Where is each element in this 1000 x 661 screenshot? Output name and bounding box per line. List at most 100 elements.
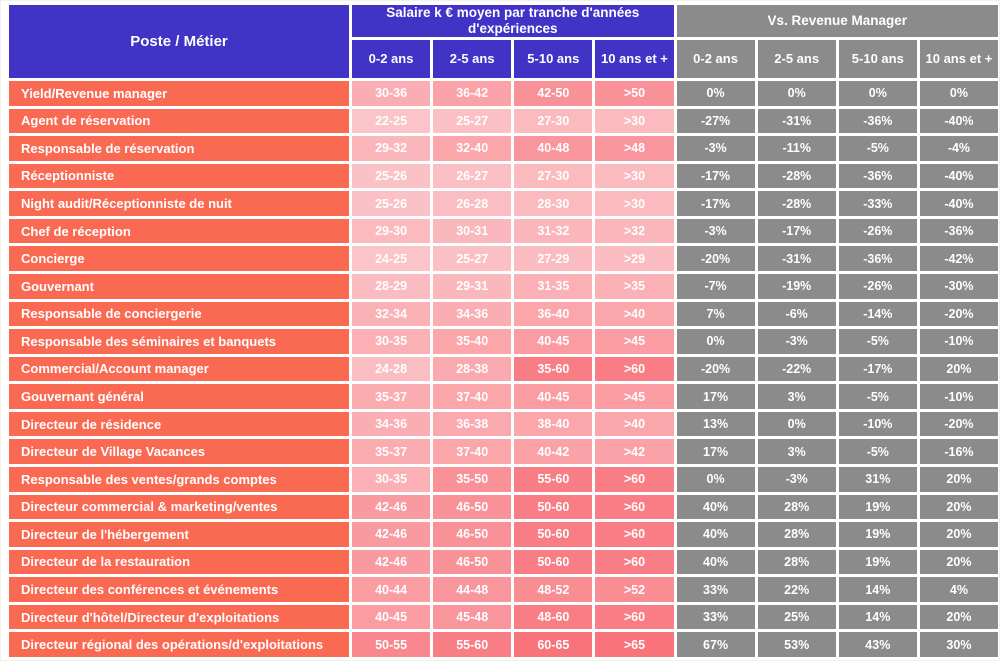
vs-revenue-cell: 17% xyxy=(676,384,755,409)
salary-cell: 27-29 xyxy=(514,246,593,271)
salary-cell: 48-60 xyxy=(514,604,593,630)
vs-revenue-cell: 19% xyxy=(838,494,917,520)
salary-cell: >40 xyxy=(595,411,674,437)
salary-cell: >45 xyxy=(595,384,674,409)
salary-cell: 60-65 xyxy=(514,632,593,657)
salary-cell: 55-60 xyxy=(433,632,512,657)
vs-revenue-cell: -19% xyxy=(757,273,836,299)
vs-revenue-cell: -17% xyxy=(838,356,917,382)
vs-revenue-cell: 28% xyxy=(757,549,836,575)
salary-cell: 32-34 xyxy=(352,301,431,327)
salary-cell: 34-36 xyxy=(352,411,431,437)
vs-revenue-cell: -40% xyxy=(919,163,998,189)
row-poste-label: Concierge xyxy=(9,246,349,271)
vs-col-header-10-ans-et-plus: 10 ans et + xyxy=(919,40,998,78)
vs-revenue-cell: 28% xyxy=(757,522,836,547)
vs-revenue-cell: -3% xyxy=(676,136,755,161)
vs-revenue-cell: -3% xyxy=(676,218,755,244)
vs-revenue-cell: 33% xyxy=(676,577,755,602)
vs-revenue-cell: -31% xyxy=(757,108,836,134)
corner-header-poste-metier: Poste / Métier xyxy=(9,5,349,78)
vs-revenue-cell: -17% xyxy=(676,191,755,216)
salary-cell: 30-36 xyxy=(352,81,431,106)
salary-cell: 40-45 xyxy=(352,604,431,630)
salary-cell: 24-25 xyxy=(352,246,431,271)
row-poste-label: Yield/Revenue manager xyxy=(9,81,349,106)
vs-revenue-cell: 0% xyxy=(676,81,755,106)
vs-revenue-cell: -26% xyxy=(838,273,917,299)
vs-revenue-cell: 40% xyxy=(676,494,755,520)
row-poste-label: Directeur de résidence xyxy=(9,411,349,437)
salary-cell: 36-42 xyxy=(433,81,512,106)
vs-revenue-cell: -10% xyxy=(919,329,998,354)
salary-cell: 36-40 xyxy=(514,301,593,327)
salary-cell: 25-26 xyxy=(352,163,431,189)
vs-revenue-cell: 20% xyxy=(919,494,998,520)
salary-cell: 26-28 xyxy=(433,191,512,216)
vs-revenue-cell: -36% xyxy=(838,246,917,271)
vs-revenue-cell: -5% xyxy=(838,329,917,354)
vs-revenue-cell: 22% xyxy=(757,577,836,602)
salary-cell: 35-60 xyxy=(514,356,593,382)
vs-col-header-2-5-ans: 2-5 ans xyxy=(757,40,836,78)
row-poste-label: Responsable de conciergerie xyxy=(9,301,349,327)
salary-cell: 34-36 xyxy=(433,301,512,327)
vs-revenue-cell: -20% xyxy=(919,301,998,327)
vs-revenue-cell: 3% xyxy=(757,384,836,409)
salary-col-header-0-2-ans: 0-2 ans xyxy=(352,40,431,78)
salary-cell: 55-60 xyxy=(514,466,593,492)
vs-revenue-cell: -10% xyxy=(919,384,998,409)
vs-revenue-cell: 20% xyxy=(919,604,998,630)
salary-cell: >52 xyxy=(595,577,674,602)
salary-cell: 48-52 xyxy=(514,577,593,602)
vs-revenue-cell: -30% xyxy=(919,273,998,299)
vs-revenue-cell: -6% xyxy=(757,301,836,327)
salary-cell: 30-35 xyxy=(352,466,431,492)
salary-cell: 37-40 xyxy=(433,439,512,464)
vs-revenue-cell: -20% xyxy=(676,356,755,382)
row-poste-label: Responsable de réservation xyxy=(9,136,349,161)
row-poste-label: Gouvernant xyxy=(9,273,349,299)
vs-revenue-cell: -3% xyxy=(757,329,836,354)
group-header-salaire: Salaire k € moyen par tranche d'années d… xyxy=(352,5,674,37)
salary-cell: 46-50 xyxy=(433,494,512,520)
salary-cell: 50-55 xyxy=(352,632,431,657)
vs-revenue-cell: 0% xyxy=(676,329,755,354)
vs-revenue-cell: 40% xyxy=(676,549,755,575)
vs-revenue-cell: -17% xyxy=(676,163,755,189)
vs-revenue-cell: 14% xyxy=(838,577,917,602)
vs-revenue-cell: 0% xyxy=(757,81,836,106)
salary-cell: 40-42 xyxy=(514,439,593,464)
row-poste-label: Responsable des ventes/grands comptes xyxy=(9,466,349,492)
row-poste-label: Directeur d'hôtel/Directeur d'exploitati… xyxy=(9,604,349,630)
row-poste-label: Chef de réception xyxy=(9,218,349,244)
salary-cell: 27-30 xyxy=(514,163,593,189)
vs-revenue-cell: -11% xyxy=(757,136,836,161)
salary-cell: 40-45 xyxy=(514,329,593,354)
row-poste-label: Agent de réservation xyxy=(9,108,349,134)
vs-col-header-5-10-ans: 5-10 ans xyxy=(838,40,917,78)
vs-revenue-cell: 0% xyxy=(757,411,836,437)
vs-revenue-cell: -33% xyxy=(838,191,917,216)
vs-revenue-cell: 53% xyxy=(757,632,836,657)
vs-revenue-cell: -36% xyxy=(919,218,998,244)
vs-col-header-0-2-ans: 0-2 ans xyxy=(676,40,755,78)
salary-cell: >30 xyxy=(595,163,674,189)
vs-revenue-cell: -5% xyxy=(838,384,917,409)
salary-cell: 45-48 xyxy=(433,604,512,630)
salary-cell: 32-40 xyxy=(433,136,512,161)
vs-revenue-cell: -20% xyxy=(676,246,755,271)
row-poste-label: Commercial/Account manager xyxy=(9,356,349,382)
salary-cell: 42-46 xyxy=(352,549,431,575)
vs-revenue-cell: 20% xyxy=(919,466,998,492)
vs-revenue-cell: 43% xyxy=(838,632,917,657)
salary-col-header-10-ans-et-plus: 10 ans et + xyxy=(595,40,674,78)
salary-cell: >60 xyxy=(595,604,674,630)
salary-cell: 28-38 xyxy=(433,356,512,382)
salary-cell: >30 xyxy=(595,108,674,134)
row-poste-label: Directeur de l'hébergement xyxy=(9,522,349,547)
salary-cell: 27-30 xyxy=(514,108,593,134)
salary-cell: 25-26 xyxy=(352,191,431,216)
vs-revenue-cell: 28% xyxy=(757,494,836,520)
vs-revenue-cell: -17% xyxy=(757,218,836,244)
